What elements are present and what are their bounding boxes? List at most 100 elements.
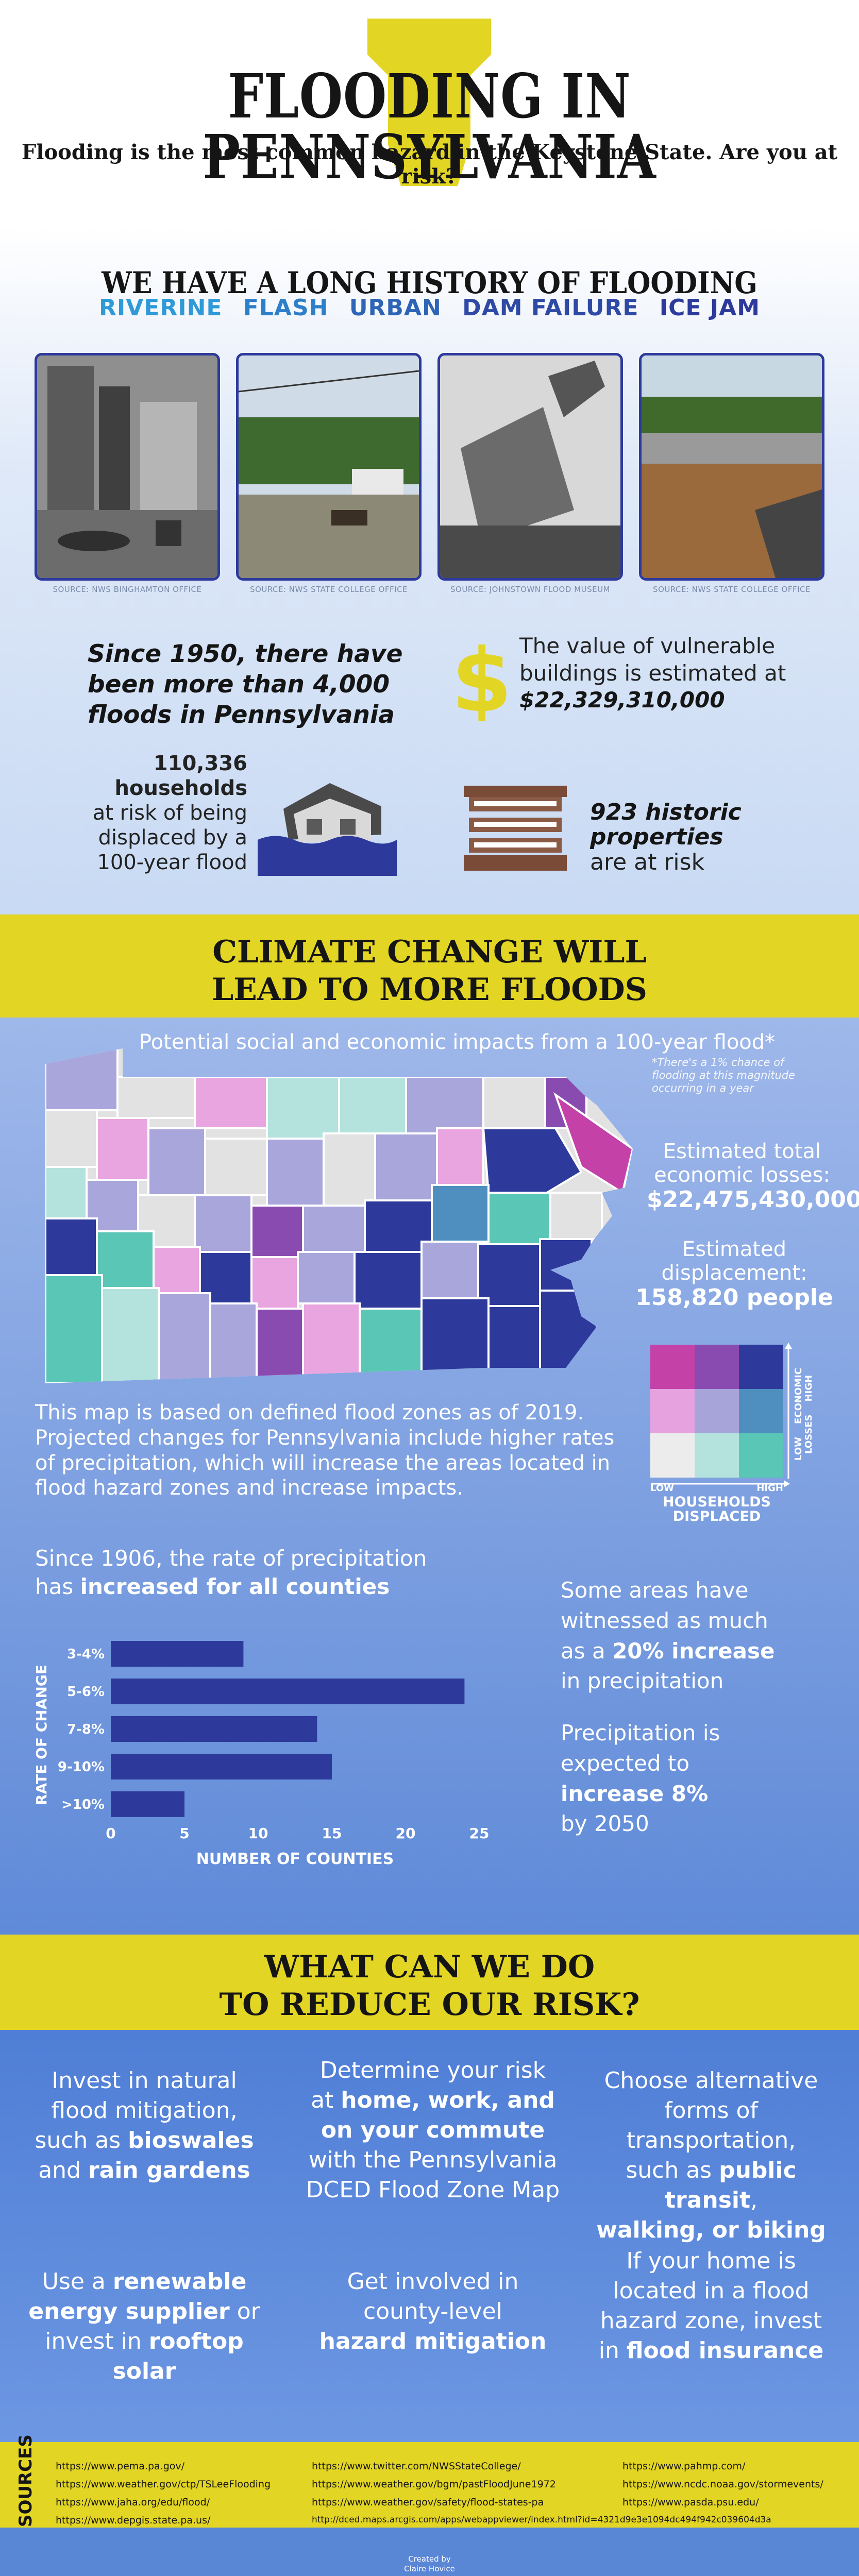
flood-type-riverine: RIVERINE — [98, 295, 223, 321]
legend-y-high: HIGH — [803, 1375, 814, 1402]
building-value-stat: The value of vulnerable buildings is est… — [519, 633, 787, 714]
legend-y-low: LOW — [793, 1437, 804, 1461]
building-value-lead: The value of vulnerable buildings is est… — [519, 633, 786, 686]
actions-heading-line1: WHAT CAN WE DO — [264, 1949, 595, 1985]
action-bold: renewable — [112, 2268, 247, 2295]
flood-type-urban: URBAN — [349, 295, 442, 321]
increase-8-stat: Precipitation is expected to increase 8%… — [561, 1718, 829, 1839]
action-text: and — [38, 2157, 88, 2184]
source-link[interactable]: https://www.pasda.psu.edu/ — [622, 2497, 759, 2508]
source-link[interactable]: https://www.pahmp.com/ — [622, 2461, 746, 2472]
building-value-amount: $22,329,310,000 — [519, 687, 725, 713]
source-link[interactable]: https://www.weather.gov/bgm/pastFloodJun… — [312, 2479, 556, 2490]
precip-bold: increased for all counties — [80, 1573, 390, 1599]
action-bold: public transit — [664, 2157, 797, 2214]
displacement-stat: Estimated displacement: 158,820 people — [634, 1238, 835, 1311]
action-text: Determine your risk — [319, 2057, 546, 2083]
households-rest: at risk of being displaced by a 100-year… — [92, 801, 247, 874]
source-link[interactable]: https://www.twitter.com/NWSStateCollege/ — [312, 2461, 521, 2472]
svg-text:$: $ — [453, 639, 510, 721]
keystone-logo — [367, 19, 491, 186]
source-link[interactable]: https://www.pema.pa.gov/ — [56, 2461, 185, 2472]
action-bold: rain gardens — [88, 2157, 250, 2184]
photo-caption: SOURCE: JOHNSTOWN FLOOD MUSEUM — [450, 585, 611, 594]
chart-tick-label: 5 — [179, 1825, 189, 1842]
chart-tick-label: 25 — [469, 1825, 490, 1842]
map-note: This map is based on defined flood zones… — [35, 1401, 615, 1500]
photo-caption: SOURCE: NWS BINGHAMTON OFFICE — [53, 585, 202, 594]
chart-bar — [111, 1641, 244, 1667]
legend-grid — [650, 1345, 783, 1478]
action-text: with the Pennsylvania — [308, 2147, 558, 2174]
action-text: Get involved in — [347, 2268, 519, 2295]
action-alt-transport: Choose alternative forms of transportati… — [577, 2066, 845, 2245]
households-word: households — [114, 776, 247, 800]
households-number: 110,336 — [153, 752, 247, 775]
action-text: located in a flood — [613, 2278, 810, 2304]
chart-tick-label: 0 — [106, 1825, 115, 1842]
source-link[interactable]: https://www.weather.gov/safety/flood-sta… — [312, 2497, 544, 2508]
historic-word: properties — [590, 824, 723, 851]
climate-heading-line2: LEAD TO MORE FLOODS — [211, 972, 648, 1008]
side-2-line-c: by 2050 — [561, 1811, 649, 1837]
floods-since-1950-stat: Since 1950, there have been more than 4,… — [88, 640, 403, 730]
legend-cell — [695, 1389, 739, 1433]
side-1-line-d: in precipitation — [561, 1668, 724, 1694]
action-hazard-mitigation: Get involved in county-level hazard miti… — [289, 2267, 577, 2357]
photo-riverine-flood — [35, 353, 220, 581]
source-link[interactable]: https://www.ncdc.noaa.gov/stormevents/ — [622, 2479, 823, 2490]
source-link[interactable]: https://www.depgis.state.pa.us/ — [56, 2515, 211, 2526]
losses-stat: Estimated total economic losses: $22,475… — [647, 1140, 859, 1213]
photo-flash-flood — [236, 353, 422, 581]
side-1-line-c: as a — [561, 1638, 605, 1664]
climate-band — [0, 914, 859, 1018]
source-link[interactable]: https://www.jaha.org/edu/flood/ — [56, 2497, 210, 2508]
action-text: such as — [35, 2127, 128, 2154]
legend-cell — [650, 1433, 695, 1478]
households-stat: 110,336 households at risk of being disp… — [77, 751, 247, 875]
action-bold: rooftop solar — [112, 2328, 244, 2385]
side-1-line-a: Some areas have — [561, 1578, 749, 1603]
source-link[interactable]: http://dced.maps.arcgis.com/apps/webappv… — [312, 2515, 771, 2525]
action-text: county-level — [363, 2298, 502, 2325]
side-2-line-a: Precipitation is — [561, 1720, 720, 1745]
action-text: hazard zone, invest — [600, 2308, 822, 2334]
source-link[interactable]: https://www.weather.gov/ctp/TSLeeFloodin… — [56, 2479, 271, 2490]
side-2-bold: increase 8% — [561, 1781, 709, 1806]
action-natural-mitigation: Invest in natural flood mitigation, such… — [15, 2066, 273, 2185]
legend-x-axis-label: HOUSEHOLDS — [663, 1494, 771, 1510]
flood-type-dam-failure: DAM FAILURE — [462, 295, 639, 321]
flood-type-flash: FLASH — [243, 295, 329, 321]
legend-cell — [650, 1345, 695, 1389]
action-bold: hazard mitigation — [319, 2328, 547, 2355]
chart-y-axis-label: RATE OF CHANGE — [33, 1665, 50, 1805]
losses-label: Estimated total economic losses: — [654, 1140, 830, 1187]
history-heading: WE HAVE A LONG HISTORY OF FLOODING — [102, 265, 757, 300]
pennsylvania-county-map — [45, 1048, 633, 1383]
action-bold: bioswales — [128, 2127, 254, 2154]
historic-properties-stat: 923 historic properties are at risk — [590, 800, 765, 875]
chart-category-label: 3-4% — [67, 1647, 105, 1662]
credit-line1: Created by — [408, 2554, 451, 2564]
page-title: FLOODING IN PENNSYLVANIA — [203, 60, 656, 193]
action-flood-insurance: If your home is located in a flood hazar… — [577, 2246, 845, 2366]
chart-category-label: 7-8% — [67, 1722, 105, 1737]
precipitation-bar-chart: 3-4% 5-6% 7-8% 9-10% >10%0 5 10 15 20 25 NUMBER OF… — [33, 1641, 490, 1868]
legend-x-axis: LOW HIGH — [650, 1483, 783, 1494]
climate-heading: CLIMATE CHANGE WILL LEAD TO MORE FLOODS — [0, 934, 859, 1009]
side-2-line-b: expected to — [561, 1750, 690, 1776]
action-text: or — [229, 2298, 260, 2325]
photo-caption: SOURCE: NWS STATE COLLEGE OFFICE — [653, 585, 811, 594]
legend-cell — [650, 1389, 695, 1433]
legend-cell — [695, 1345, 739, 1389]
historic-building-icon — [464, 786, 567, 871]
historic-rest: are at risk — [590, 849, 705, 875]
displacement-label: Estimated displacement: — [661, 1238, 807, 1285]
losses-value: $22,475,430,000 — [647, 1187, 859, 1213]
action-bold: walking, or biking — [596, 2217, 826, 2244]
legend-cell — [695, 1433, 739, 1478]
side-1-bold: 20% increase — [612, 1638, 775, 1664]
action-text: Use a — [42, 2268, 113, 2295]
action-determine-risk: Determine your risk at home, work, and o… — [289, 2056, 577, 2205]
action-bold: energy supplier — [28, 2298, 230, 2325]
